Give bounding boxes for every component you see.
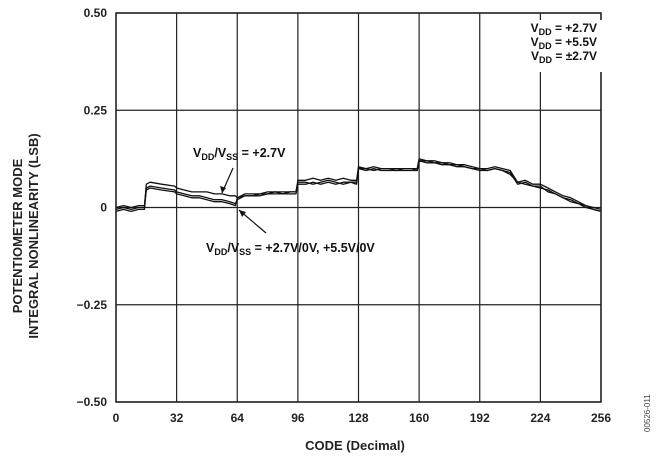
x-tick-label: 192 bbox=[470, 411, 490, 425]
y-tick-label: 0.50 bbox=[84, 6, 108, 20]
annotation-lower: VDD/VSS = +2.7V/0V, +5.5V/0V bbox=[206, 210, 375, 257]
x-tick-label: 0 bbox=[113, 411, 120, 425]
figure-id: 00526-011 bbox=[643, 394, 652, 432]
annotation-arrowhead-lower bbox=[239, 210, 246, 217]
x-tick-label: 160 bbox=[409, 411, 429, 425]
annotation-label-upper: VDD/VSS = +2.7V bbox=[193, 146, 286, 162]
x-tick-label: 64 bbox=[231, 411, 245, 425]
x-tick-label: 32 bbox=[170, 411, 184, 425]
x-tick-label: 224 bbox=[530, 411, 550, 425]
y-axis-title-line-1: POTENTIOMETER MODE bbox=[10, 158, 25, 313]
x-tick-label: 96 bbox=[291, 411, 305, 425]
y-tick-label: 0.25 bbox=[84, 103, 108, 117]
x-tick-label: 256 bbox=[591, 411, 611, 425]
x-tick-label: 128 bbox=[348, 411, 368, 425]
x-axis-title: CODE (Decimal) bbox=[305, 438, 405, 453]
annotation-upper: VDD/VSS = +2.7V bbox=[193, 146, 286, 193]
y-tick-label: −0.50 bbox=[77, 395, 108, 409]
y-axis-title-line-2: INTEGRAL NONLINEARITY (LSB) bbox=[26, 133, 41, 338]
annotation-label-lower: VDD/VSS = +2.7V/0V, +5.5V/0V bbox=[206, 241, 375, 257]
y-tick-label: −0.25 bbox=[77, 298, 108, 312]
y-tick-label: 0 bbox=[100, 201, 107, 215]
